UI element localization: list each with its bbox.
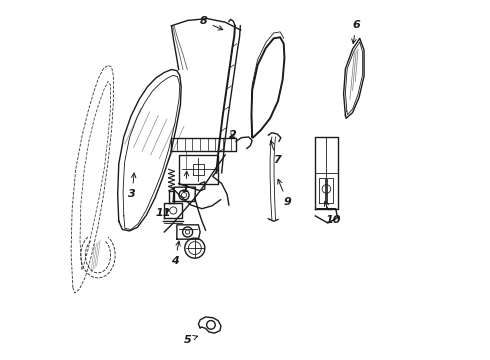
Text: 3: 3 <box>128 173 136 199</box>
Text: 9: 9 <box>278 179 291 207</box>
Text: 8: 8 <box>200 17 223 30</box>
Text: 11: 11 <box>155 208 171 218</box>
Text: 10: 10 <box>324 202 341 225</box>
Text: 4: 4 <box>171 241 180 266</box>
Text: 7: 7 <box>270 141 281 165</box>
Text: 2: 2 <box>228 130 236 140</box>
Text: 1: 1 <box>182 171 190 194</box>
Text: 6: 6 <box>352 20 360 44</box>
Text: 5: 5 <box>184 334 197 345</box>
